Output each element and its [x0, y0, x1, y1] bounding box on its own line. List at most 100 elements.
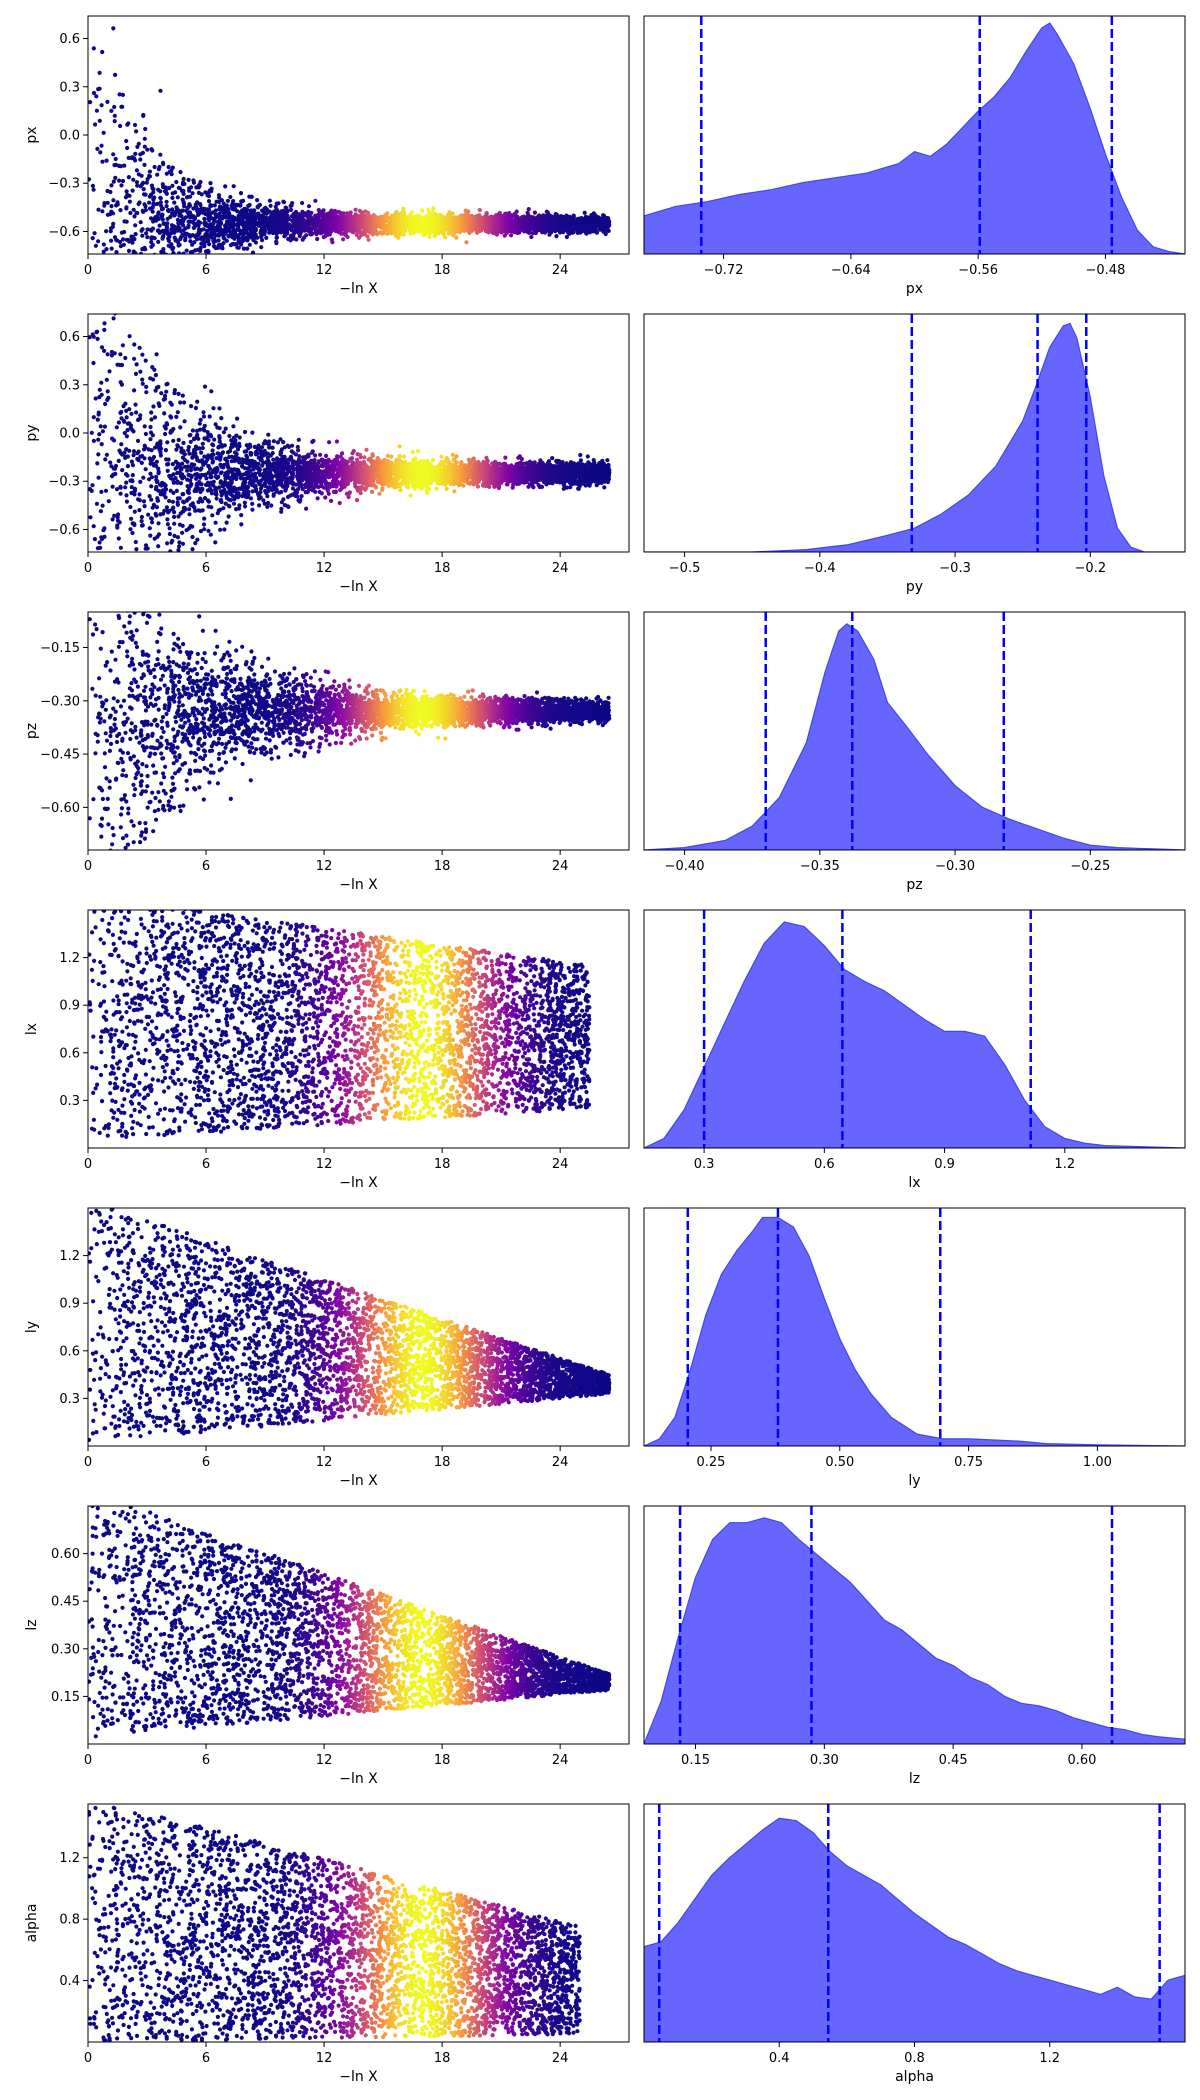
trace-point	[106, 395, 111, 400]
trace-point	[186, 223, 191, 228]
trace-point	[102, 201, 107, 206]
trace-point	[188, 239, 193, 244]
trace-point	[120, 178, 126, 184]
trace-point	[119, 382, 124, 387]
trace-point	[144, 180, 149, 185]
trace-point	[188, 194, 193, 199]
trace-point	[163, 426, 168, 431]
trace-point	[133, 539, 138, 545]
trace-point	[173, 190, 178, 195]
trace-point	[212, 437, 217, 442]
trace-point	[554, 234, 559, 239]
trace-point	[133, 251, 138, 254]
trace-point	[201, 227, 206, 232]
trace-point	[167, 186, 172, 191]
trace-point	[105, 389, 110, 394]
trace-point	[119, 183, 124, 188]
trace-point	[164, 191, 169, 196]
trace-point	[89, 488, 94, 493]
trace-point	[169, 402, 174, 407]
trace-point	[419, 208, 425, 213]
trace-point	[192, 240, 197, 245]
trace-point	[281, 200, 287, 205]
trace-point	[163, 483, 168, 488]
trace-point	[162, 393, 168, 398]
trace-point	[96, 475, 101, 480]
trace-point	[164, 171, 169, 176]
trace-point	[250, 250, 256, 254]
trace-point	[149, 497, 154, 502]
trace-point	[117, 520, 122, 525]
trace-point	[96, 239, 101, 244]
trace-point	[195, 237, 200, 242]
trace-point	[208, 532, 213, 537]
trace-point	[165, 517, 170, 522]
trace-point	[129, 411, 134, 416]
trace-point	[174, 179, 179, 185]
trace-point	[113, 72, 118, 77]
trace-point	[152, 415, 158, 420]
trace-point	[141, 499, 147, 504]
trace-point	[142, 144, 147, 149]
trace-point	[95, 417, 100, 422]
trace-point	[385, 211, 390, 216]
trace-point	[177, 496, 182, 501]
trace-point	[197, 427, 203, 432]
trace-point	[161, 247, 166, 252]
trace-point	[161, 234, 166, 239]
trace-point	[155, 201, 160, 206]
trace-point	[154, 352, 159, 357]
trace-point	[125, 473, 130, 478]
trace-point	[309, 231, 314, 236]
trace-point	[245, 246, 250, 251]
trace-point	[122, 229, 127, 235]
trace-point	[137, 498, 142, 503]
trace-point	[138, 157, 143, 162]
trace-point	[226, 207, 231, 212]
trace-point	[120, 468, 125, 473]
trace-point	[181, 188, 186, 193]
trace-point	[138, 413, 143, 418]
trace-point	[532, 210, 538, 215]
trace-point	[164, 199, 169, 204]
trace-point	[192, 462, 197, 467]
trace-point	[202, 384, 208, 389]
trace-point	[236, 245, 241, 250]
trace-point	[174, 414, 179, 419]
trace-point	[167, 531, 172, 537]
trace-point	[202, 423, 207, 428]
trace-point	[180, 523, 185, 528]
trace-point	[91, 334, 96, 339]
trace-point	[166, 457, 171, 462]
trace-point	[154, 513, 159, 518]
trace-point	[126, 175, 131, 180]
trace-point	[90, 483, 95, 488]
trace-point	[477, 207, 482, 213]
trace-xlabel: −ln X	[339, 281, 378, 297]
trace-point	[119, 362, 125, 368]
trace-point	[102, 526, 107, 531]
trace-point	[198, 245, 203, 250]
trace-point	[130, 530, 135, 536]
trace-point	[94, 108, 99, 113]
trace-point	[119, 409, 124, 415]
trace-point	[137, 492, 142, 497]
trace-point	[105, 352, 110, 357]
trace-point	[103, 457, 108, 462]
trace-point	[143, 358, 148, 363]
trace-point	[221, 506, 226, 511]
trace-point	[156, 210, 161, 215]
trace-point	[156, 384, 161, 389]
trace-point	[217, 485, 222, 490]
trace-point	[117, 178, 122, 183]
trace-point	[91, 524, 96, 529]
trace-point	[165, 440, 170, 445]
trace-point	[141, 475, 146, 480]
trace-point	[575, 230, 580, 235]
trace-point	[260, 238, 265, 243]
trace-point	[151, 187, 156, 192]
kde-xtick-label: −0.72	[704, 263, 744, 278]
trace-point	[102, 534, 107, 540]
trace-point	[99, 103, 104, 108]
